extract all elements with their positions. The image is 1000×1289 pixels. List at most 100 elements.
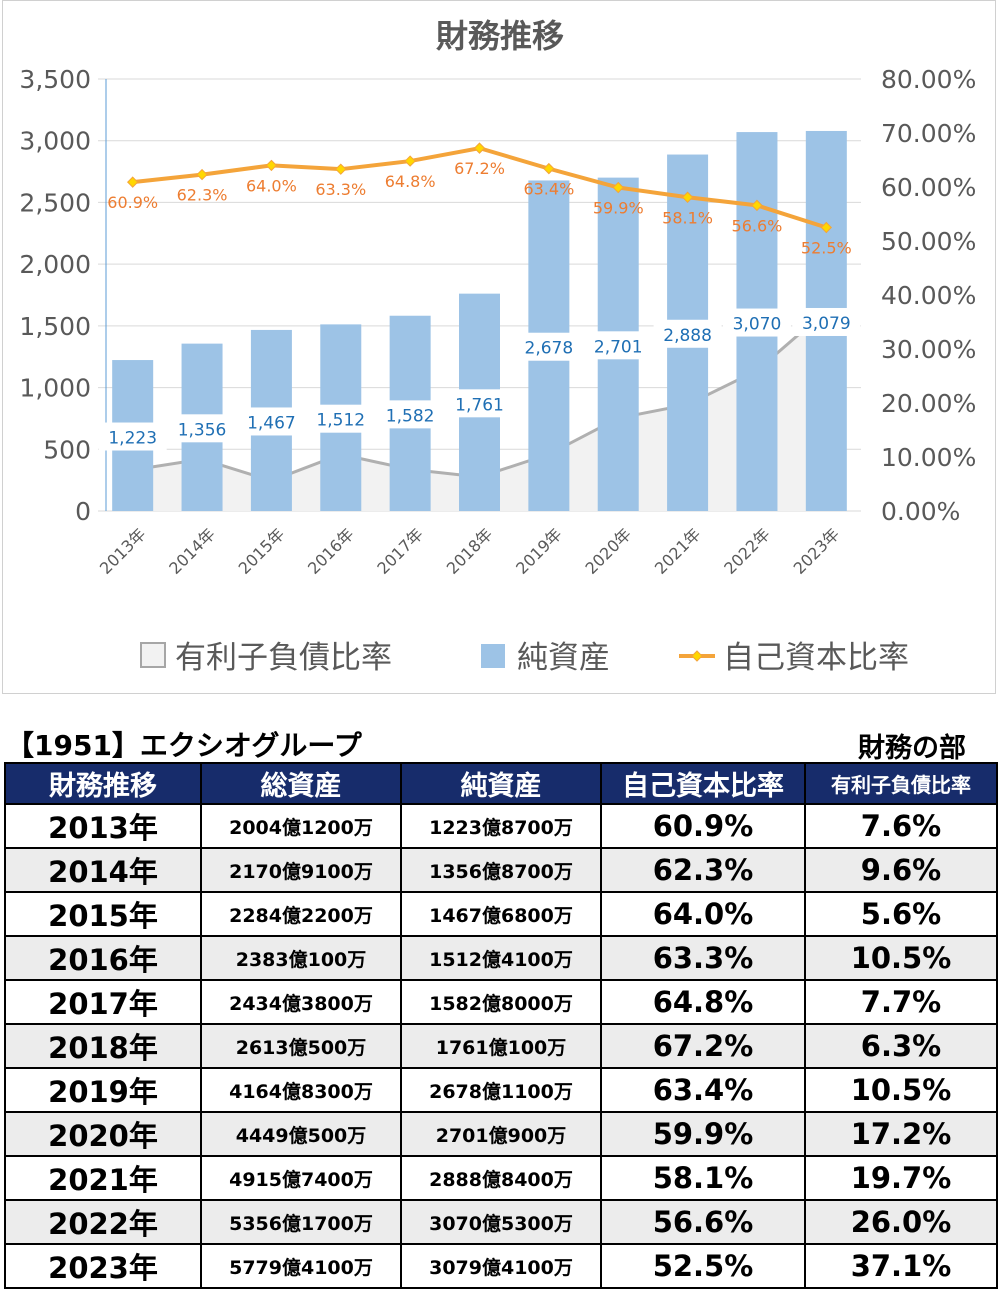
legend-swatch-net-assets	[481, 644, 505, 668]
bar-label: 3,079	[802, 314, 851, 334]
cell-net-assets: 1223億8700万	[400, 803, 602, 849]
cell-debt-ratio: 9.6%	[804, 847, 998, 893]
y-right-tick-label: 50.00%	[881, 227, 976, 256]
line-marker	[335, 163, 347, 175]
x-tick-label: 2021年	[651, 524, 705, 578]
cell-equity-ratio: 62.3%	[600, 847, 806, 893]
line-label: 56.6%	[732, 216, 783, 235]
cell-total-assets: 5779億4100万	[200, 1243, 402, 1289]
cell-equity-ratio: 63.3%	[600, 935, 806, 981]
line-marker	[612, 181, 624, 194]
cell-debt-ratio: 10.5%	[804, 935, 998, 981]
cell-year: 2019年	[4, 1067, 202, 1113]
bar-label-bg	[792, 307, 861, 336]
x-tick-label: 2020年	[582, 524, 636, 578]
cell-equity-ratio: 60.9%	[600, 803, 806, 849]
table-row: 2020年 4449億500万 2701億900万 59.9% 17.2%	[4, 1111, 998, 1157]
cell-net-assets: 2678億1100万	[400, 1067, 602, 1113]
y-right-tick-label: 70.00%	[881, 119, 976, 148]
cell-debt-ratio: 19.7%	[804, 1155, 998, 1201]
legend-label-equity-ratio: 自己資本比率	[723, 640, 909, 676]
y-left-tick-label: 2,500	[19, 188, 91, 217]
line-label: 62.3%	[177, 186, 228, 205]
cell-total-assets: 2284億2200万	[200, 891, 402, 937]
legend-swatch-debt-ratio	[140, 642, 166, 668]
x-tick-label: 2018年	[443, 524, 497, 578]
cell-debt-ratio: 7.7%	[804, 979, 998, 1025]
table-row: 2013年 2004億1200万 1223億8700万 60.9% 7.6%	[4, 803, 998, 849]
cell-equity-ratio: 64.0%	[600, 891, 806, 937]
bar-label: 2,701	[594, 337, 643, 357]
cell-year: 2016年	[4, 935, 202, 981]
cell-net-assets: 1582億8000万	[400, 979, 602, 1025]
bar-label-bg	[237, 407, 306, 436]
table-row: 2015年 2284億2200万 1467億6800万 64.0% 5.6%	[4, 891, 998, 937]
line-label: 52.5%	[801, 239, 852, 258]
cell-year: 2013年	[4, 803, 202, 849]
y-left-tick-label: 2,000	[19, 250, 91, 279]
cell-net-assets: 1512億4100万	[400, 935, 602, 981]
legend-label-net-assets: 純資産	[517, 640, 610, 676]
bar-label: 2,888	[663, 326, 712, 346]
table-row: 2023年 5779億4100万 3079億4100万 52.5% 37.1%	[4, 1243, 998, 1289]
cell-total-assets: 2170億9100万	[200, 847, 402, 893]
table-row: 2021年 4915億7400万 2888億8400万 58.1% 19.7%	[4, 1155, 998, 1201]
cell-year: 2018年	[4, 1023, 202, 1069]
y-right-tick-label: 10.00%	[881, 443, 976, 472]
x-tick-label: 2013年	[96, 524, 150, 578]
y-right-tick-label: 80.00%	[881, 65, 976, 94]
cell-total-assets: 2004億1200万	[200, 803, 402, 849]
bar-label-bg	[653, 319, 722, 348]
line-marker	[404, 155, 416, 167]
cell-equity-ratio: 67.2%	[600, 1023, 806, 1069]
y-right-tick-label: 20.00%	[881, 389, 976, 418]
bar-label-bg	[722, 308, 791, 337]
y-left-tick-label: 1,500	[19, 312, 91, 341]
cell-debt-ratio: 7.6%	[804, 803, 998, 849]
cell-net-assets: 3070億5300万	[400, 1199, 602, 1245]
cell-total-assets: 4164億8300万	[200, 1067, 402, 1113]
table-row: 2014年 2170億9100万 1356億8700万 62.3% 9.6%	[4, 847, 998, 893]
line-marker	[473, 142, 486, 154]
header-debt-ratio: 有利子負債比率	[804, 762, 998, 805]
line-label: 64.0%	[246, 176, 297, 195]
line-label: 59.9%	[593, 199, 644, 218]
bar-label: 1,512	[316, 411, 365, 431]
chart-frame: 財務推移 0 500 1,000 1,500 2,000 2,500 3,000 3,500 0.…	[2, 0, 996, 694]
cell-total-assets: 2383億100万	[200, 935, 402, 981]
cell-total-assets: 5356億1700万	[200, 1199, 402, 1245]
cell-year: 2014年	[4, 847, 202, 893]
cell-debt-ratio: 26.0%	[804, 1199, 998, 1245]
cell-net-assets: 1761億100万	[400, 1023, 602, 1069]
y-right-tick-label: 30.00%	[881, 335, 976, 364]
bar-label-bg	[98, 422, 167, 451]
bar-label: 1,582	[386, 406, 435, 426]
header-net-assets: 純資産	[400, 762, 602, 805]
cell-debt-ratio: 37.1%	[804, 1243, 998, 1289]
y-left-tick-label: 3,000	[19, 127, 91, 156]
table-row: 2022年 5356億1700万 3070億5300万 56.6% 26.0%	[4, 1199, 998, 1245]
header-total-assets: 総資産	[200, 762, 402, 805]
legend-marker-equity-ratio	[691, 650, 703, 662]
x-tick-label: 2022年	[720, 524, 774, 578]
bar-label-bg	[306, 404, 375, 433]
line-label: 58.1%	[662, 208, 713, 227]
x-tick-label: 2014年	[165, 524, 219, 578]
line-marker	[681, 191, 694, 203]
y-left-tick-label: 500	[43, 435, 91, 464]
financial-table: 財務推移 総資産 純資産 自己資本比率 有利子負債比率 2013年 2004億12…	[4, 762, 998, 1289]
cell-equity-ratio: 52.5%	[600, 1243, 806, 1289]
x-tick-label: 2023年	[790, 524, 844, 578]
cell-year: 2022年	[4, 1199, 202, 1245]
line-label: 63.3%	[315, 180, 366, 199]
table-header-row: 財務推移 総資産 純資産 自己資本比率 有利子負債比率	[4, 762, 998, 805]
bar-label: 1,356	[178, 420, 227, 440]
y-right-tick-label: 60.00%	[881, 173, 976, 202]
cell-net-assets: 1356億8700万	[400, 847, 602, 893]
cell-debt-ratio: 6.3%	[804, 1023, 998, 1069]
cell-year: 2021年	[4, 1155, 202, 1201]
cell-equity-ratio: 58.1%	[600, 1155, 806, 1201]
line-label: 67.2%	[454, 159, 505, 178]
cell-total-assets: 4915億7400万	[200, 1155, 402, 1201]
cell-equity-ratio: 59.9%	[600, 1111, 806, 1157]
